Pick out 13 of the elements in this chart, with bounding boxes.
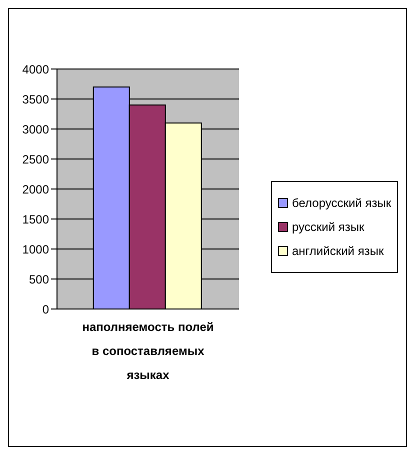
y-tick-label: 500 [28,272,50,286]
legend-label: английский язык [292,244,384,258]
x-tick-label: наполняемость полей в сопоставляемых языках [82,320,214,382]
y-tick-label: 3000 [22,122,50,136]
y-tick-label: 1000 [22,242,50,256]
y-tick-label: 2500 [22,152,50,166]
y-tick-label: 3500 [22,92,50,106]
legend-label: белорусский язык [292,196,392,210]
y-tick-label: 4000 [22,62,50,76]
y-tick-label: 0 [42,302,50,316]
y-tick-label: 1500 [22,212,50,226]
legend-label: русский язык [292,220,364,234]
y-tick-label: 2000 [22,182,50,196]
